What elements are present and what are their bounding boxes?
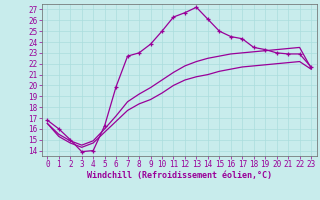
X-axis label: Windchill (Refroidissement éolien,°C): Windchill (Refroidissement éolien,°C) — [87, 171, 272, 180]
